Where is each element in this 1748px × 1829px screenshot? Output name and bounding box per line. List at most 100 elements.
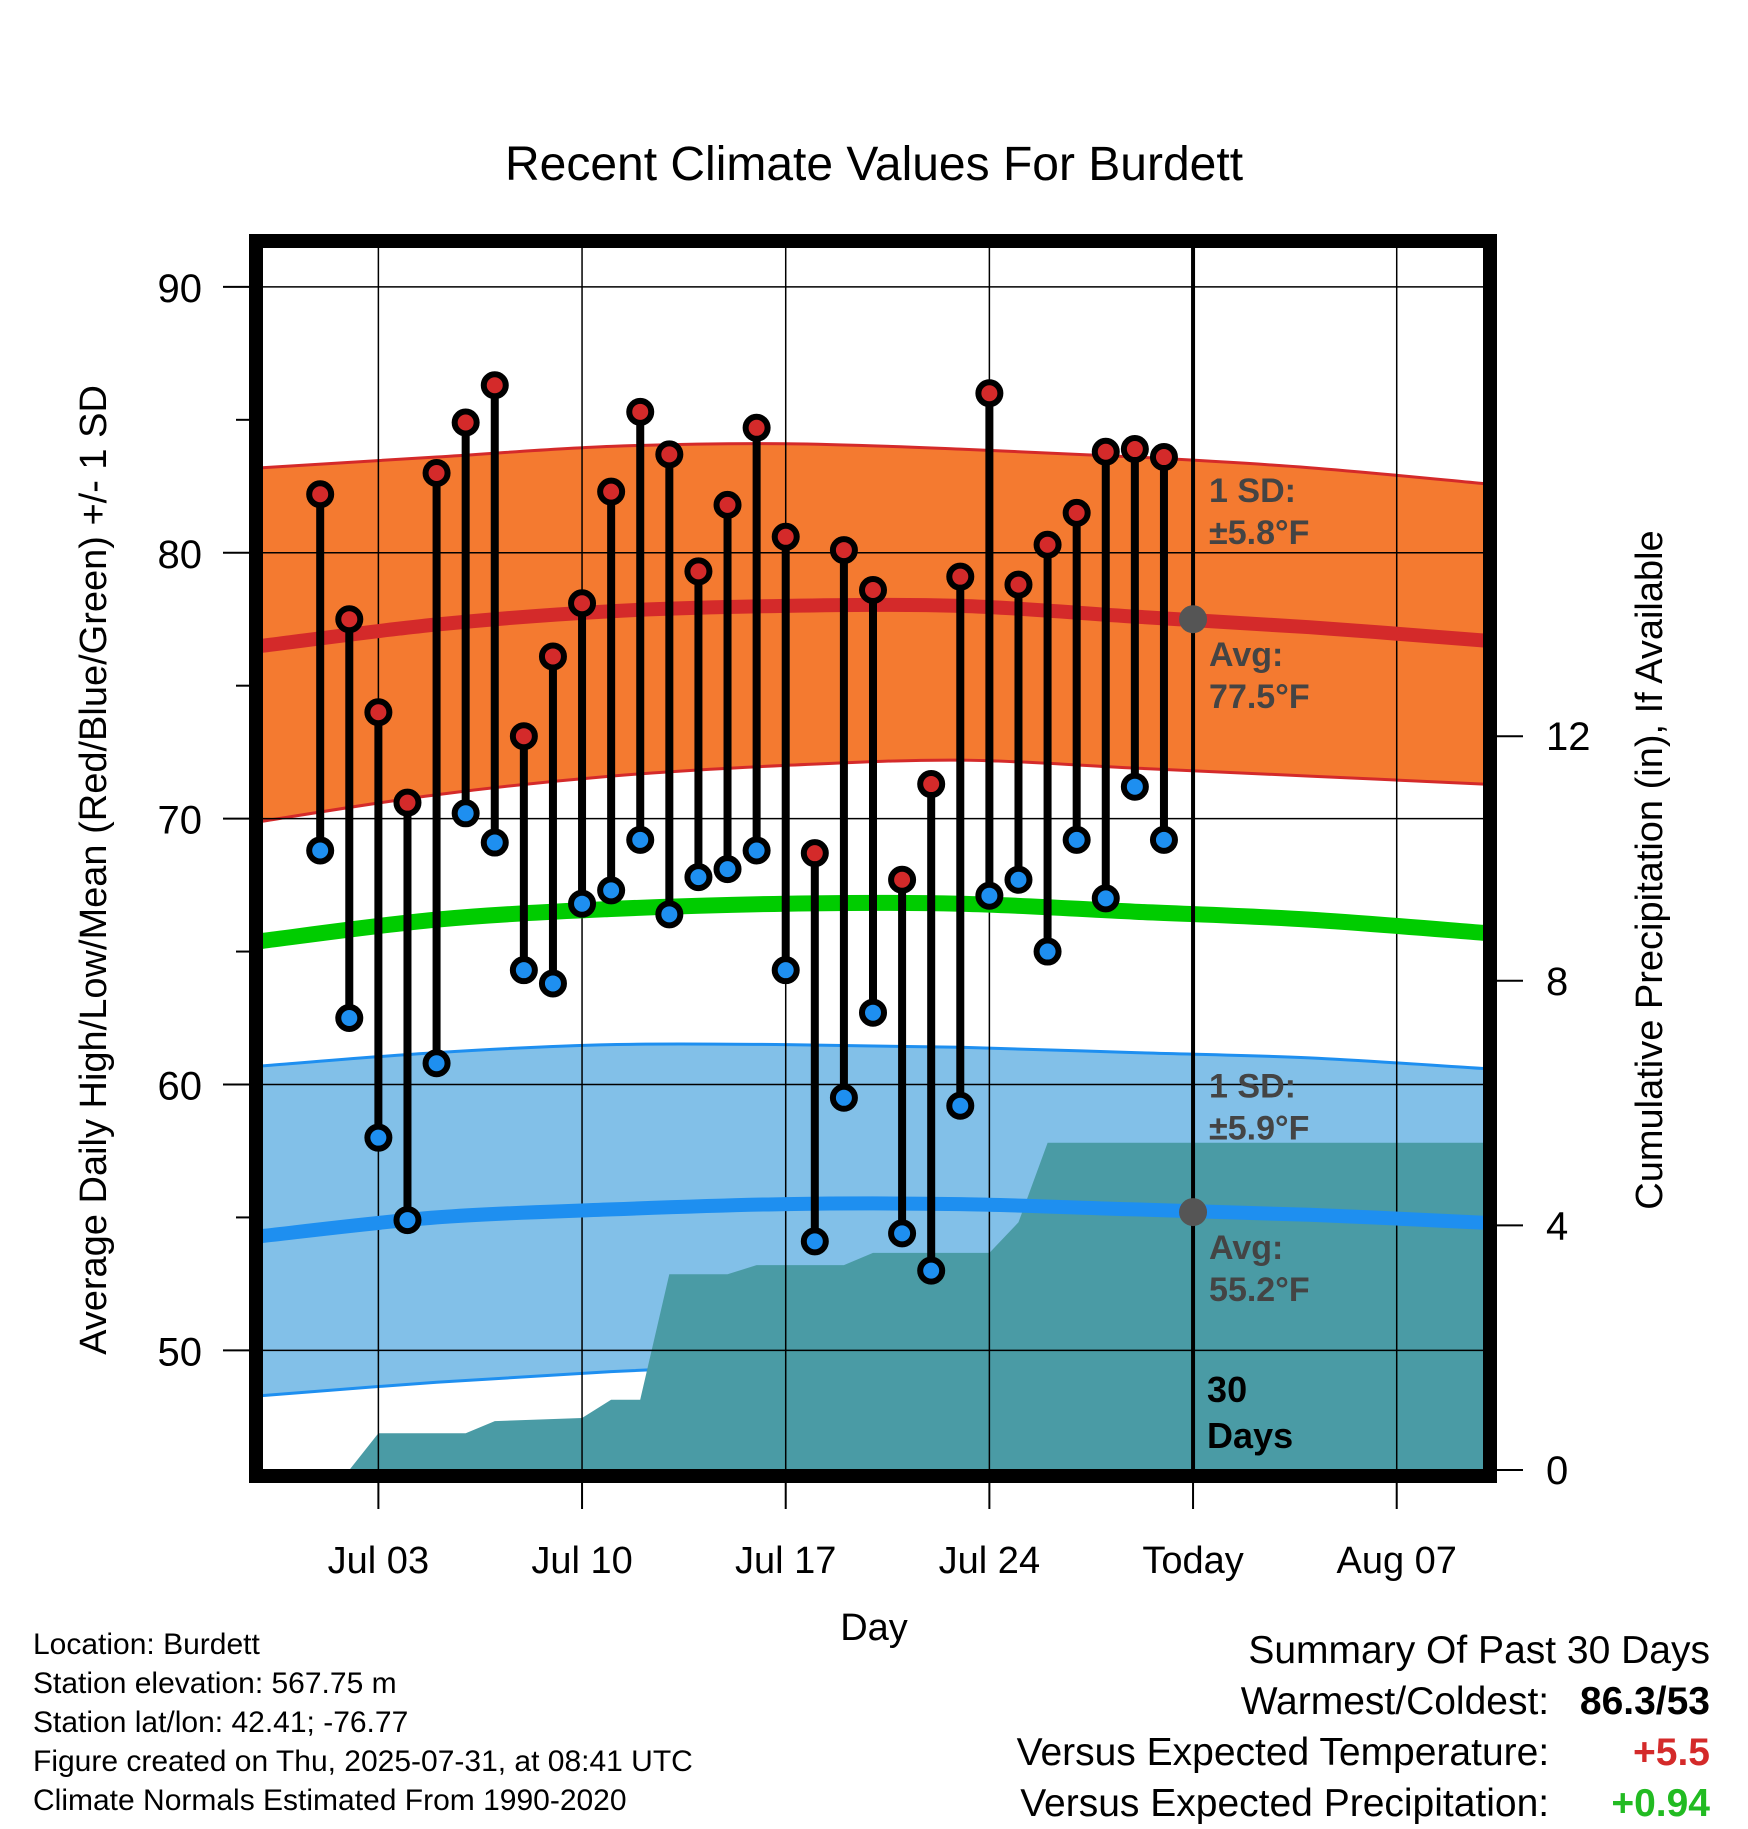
days-count-label: 30 [1207,1369,1247,1410]
daily-low-point [684,863,713,892]
daily-low-point [771,956,800,985]
high-sd-label: 1 SD: [1209,472,1296,510]
chart-title: Recent Climate Values For Burdett [505,138,1243,191]
daily-high-point [538,642,567,671]
daily-high-point [1120,435,1149,464]
normals-text: Climate Normals Estimated From 1990-2020 [33,1784,627,1817]
daily-high-point [655,440,684,469]
daily-low-point [626,825,655,854]
y-tick-label: 80 [158,533,203,577]
summary-warmest-row: Warmest/Coldest: 86.3/53 [1017,1676,1710,1727]
daily-high-point [626,397,655,426]
daily-low-point [306,836,335,865]
daily-low-point [422,1049,451,1078]
warmest-value: 86.3/53 [1579,1680,1710,1723]
daily-high-point [597,477,626,506]
daily-low-point [335,1004,364,1033]
y2-tick-label: 0 [1546,1449,1568,1493]
x-tick-label: Jul 03 [328,1540,429,1582]
y-tick-label: 50 [158,1330,203,1374]
daily-low-point [1062,825,1091,854]
daily-high-point [742,413,771,442]
daily-high-point [306,480,335,509]
daily-high-point [509,722,538,751]
daily-high-point [1149,443,1178,472]
summary-precip-row: Versus Expected Precipitation: +0.94 [1017,1778,1710,1829]
daily-high-point [829,536,858,565]
high-sd-upper-line [262,442,1484,486]
daily-low-point [1033,937,1062,966]
daily-low-point [451,799,480,828]
daily-low-point [538,969,567,998]
daily-high-point [451,408,480,437]
temp-value: +5.5 [1633,1731,1710,1774]
daily-high-point [335,605,364,634]
daily-high-point [1062,498,1091,527]
days-unit-label: Days [1207,1415,1293,1456]
high-avg-value: 77.5°F [1209,678,1310,716]
daily-high-point [917,770,946,799]
precip-area [262,1142,1484,1470]
daily-low-point [1149,825,1178,854]
daily-high-point [946,562,975,591]
daily-low-point [829,1083,858,1112]
created-text: Figure created on Thu, 2025-07-31, at 08… [33,1745,693,1778]
station-info: Location: Burdett Station elevation: 567… [33,1625,693,1820]
summary-panel: Summary Of Past 30 Days Warmest/Coldest:… [1017,1625,1710,1829]
y-axis-title: Average Daily High/Low/Mean (Red/Blue/Gr… [73,385,115,1355]
daily-high-point [888,865,917,894]
low-avg-value: 55.2°F [1209,1271,1310,1309]
daily-high-point [1004,570,1033,599]
daily-low-point [1091,884,1120,913]
daily-low-point [1004,865,1033,894]
warmest-label: Warmest/Coldest: [1240,1680,1550,1723]
daily-high-point [713,490,742,519]
daily-low-point [597,876,626,905]
latlon-text: Station lat/lon: 42.41; -76.77 [33,1706,409,1739]
high-sd-value: ±5.8°F [1209,514,1309,552]
x-tick-label: Jul 10 [531,1540,632,1582]
daily-high-point [771,522,800,551]
summary-temp-row: Versus Expected Temperature: +5.5 [1017,1727,1710,1778]
daily-low-point [480,828,509,857]
y2-tick-label: 8 [1546,960,1568,1004]
daily-low-point [1120,772,1149,801]
daily-low-point [800,1227,829,1256]
daily-high-point [393,788,422,817]
normal-low-line [262,1196,1484,1243]
daily-low-point [568,889,597,918]
daily-low-point [655,900,684,929]
daily-high-point [422,458,451,487]
daily-high-point [684,557,713,586]
high-avg-marker [1179,605,1208,634]
plot-frame [249,234,1497,1483]
low-avg-marker [1179,1198,1208,1227]
daily-high-point [800,839,829,868]
daily-high-point [975,379,1004,408]
low-sd-value: ±5.9°F [1209,1110,1309,1148]
daily-low-point [713,855,742,884]
daily-low-point [888,1219,917,1248]
x-tick-label: Today [1142,1540,1243,1582]
daily-high-point [480,371,509,400]
summary-title: Summary Of Past 30 Days [1248,1629,1710,1672]
precip-value: +0.94 [1611,1782,1710,1825]
daily-low-point [393,1206,422,1235]
daily-high-point [859,575,887,604]
daily-low-point [742,836,771,865]
daily-low-point [946,1091,975,1120]
location-text: Location: Burdett [33,1628,260,1661]
elevation-text: Station elevation: 567.75 m [33,1667,397,1700]
low-avg-label: Avg: [1209,1229,1283,1267]
high-avg-label: Avg: [1209,636,1283,674]
x-tick-label: Jul 17 [735,1540,836,1582]
y-tick-label: 60 [158,1064,203,1108]
y2-axis-title: Cumulative Precipitation (in), If Availa… [1629,530,1671,1209]
low-sd-label: 1 SD: [1209,1068,1296,1106]
daily-low-point [364,1123,393,1152]
low-sd-upper-line [262,1042,1484,1070]
daily-low-point [975,881,1004,910]
y-tick-label: 70 [158,799,203,843]
y2-tick-label: 4 [1546,1204,1568,1248]
